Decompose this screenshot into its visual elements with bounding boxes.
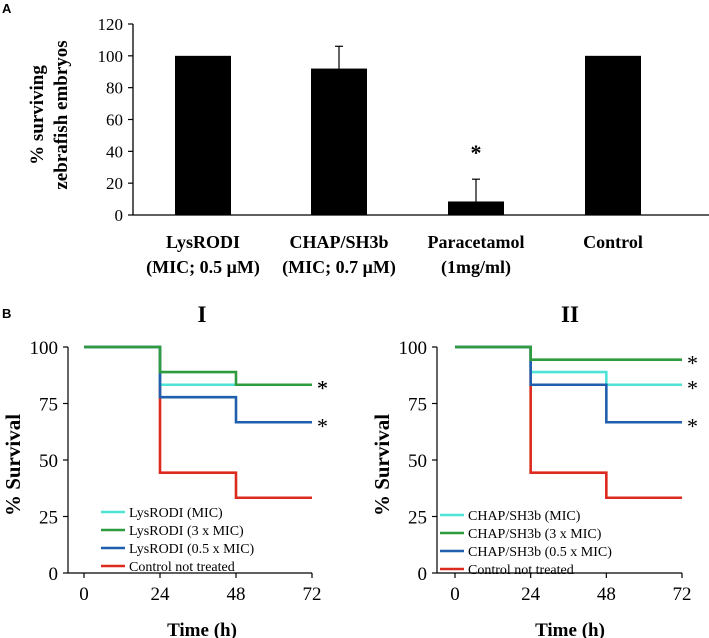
x-tick-label: 72 — [673, 584, 692, 605]
bar-y-tick-label: 20 — [106, 174, 123, 193]
bar-category-label: LysRODI — [166, 232, 240, 252]
legend-label: Control not treated — [129, 560, 235, 575]
bar-category-sublabel: (MIC; 0.7 μM) — [282, 257, 396, 278]
bar-category-label: CHAP/SH3b — [289, 232, 388, 252]
significance-star: * — [687, 413, 698, 438]
x-tick-label: 24 — [521, 584, 541, 605]
survival-line-cyan — [84, 345, 312, 387]
bar-y-tick-label: 80 — [106, 79, 123, 98]
survival-line-cyan — [455, 345, 682, 387]
bar-category-label: Paracetamol — [428, 232, 525, 252]
x-tick-label: 24 — [151, 584, 171, 605]
chart-i-ylabel: % Survival — [1, 414, 25, 516]
bar-category-label: Control — [583, 232, 643, 252]
bar — [448, 201, 504, 215]
x-tick-label: 0 — [79, 584, 89, 605]
bar-ylabel-line1: % surviving — [27, 65, 48, 165]
significance-star: * — [471, 140, 482, 165]
y-tick-label: 100 — [30, 338, 59, 359]
significance-star: * — [317, 376, 328, 401]
panel-b-letter: B — [2, 306, 11, 321]
bar-y-tick-label: 0 — [115, 206, 124, 225]
bar-y-tick-label: 40 — [106, 142, 123, 161]
legend-label: LysRODI (3 x MIC) — [129, 524, 244, 539]
legend-label: LysRODI (MIC) — [129, 506, 223, 521]
legend-label: CHAP/SH3b (3 x MIC) — [468, 527, 602, 542]
bar-category-sublabel: (MIC; 0.5 μM) — [146, 257, 260, 278]
y-tick-label: 0 — [49, 564, 59, 585]
x-tick-label: 48 — [227, 584, 246, 605]
legend-label: LysRODI (0.5 x MIC) — [129, 542, 255, 557]
legend-label: CHAP/SH3b (MIC) — [468, 509, 581, 524]
chart-i-xlabel: Time (h) — [167, 620, 237, 638]
bar-category-sublabel: (1mg/ml) — [441, 257, 511, 278]
y-tick-label: 75 — [39, 395, 58, 416]
bar-y-tick-label: 100 — [98, 47, 124, 66]
y-tick-label: 0 — [418, 564, 428, 585]
bar-chart-a: % surviving zebrafish embryos 0 20 40 60 80 1… — [27, 15, 709, 278]
bar — [311, 68, 367, 215]
survival-line-green — [455, 345, 682, 361]
bar — [585, 55, 641, 216]
panel-a-letter: A — [2, 1, 12, 16]
legend-label: CHAP/SH3b (0.5 x MIC) — [468, 545, 612, 560]
x-tick-label: 72 — [303, 584, 322, 605]
significance-star: * — [687, 351, 698, 376]
survival-line-green — [84, 345, 312, 387]
chart-ii-ylabel: % Survival — [370, 414, 394, 516]
bar-ylabel-line2: zebrafish embryos — [51, 40, 72, 189]
y-tick-label: 50 — [408, 451, 427, 472]
chart-ii-title: II — [561, 302, 579, 327]
x-tick-label: 48 — [597, 584, 616, 605]
y-tick-label: 50 — [39, 451, 58, 472]
legend-label: Control not treated — [468, 563, 574, 578]
y-tick-label: 25 — [408, 508, 427, 529]
bar-y-tick-label: 60 — [106, 111, 123, 130]
significance-star: * — [317, 376, 328, 401]
y-tick-label: 25 — [39, 508, 58, 529]
significance-star: * — [687, 376, 698, 401]
x-tick-label: 0 — [450, 584, 460, 605]
chart-i-title: I — [198, 302, 207, 327]
y-tick-label: 100 — [399, 338, 428, 359]
y-tick-label: 75 — [408, 395, 427, 416]
bar — [175, 55, 231, 216]
chart-ii-xlabel: Time (h) — [535, 620, 605, 638]
line-chart-i: I Time (h) % Survival 0 25 50 75 100 0 24 48 72 *… — [1, 302, 328, 638]
significance-star: * — [317, 413, 328, 438]
line-chart-ii: II Time (h) % Survival 0 25 50 75 100 0 24 48 72… — [370, 302, 698, 638]
bar-y-tick-label: 120 — [98, 15, 124, 34]
